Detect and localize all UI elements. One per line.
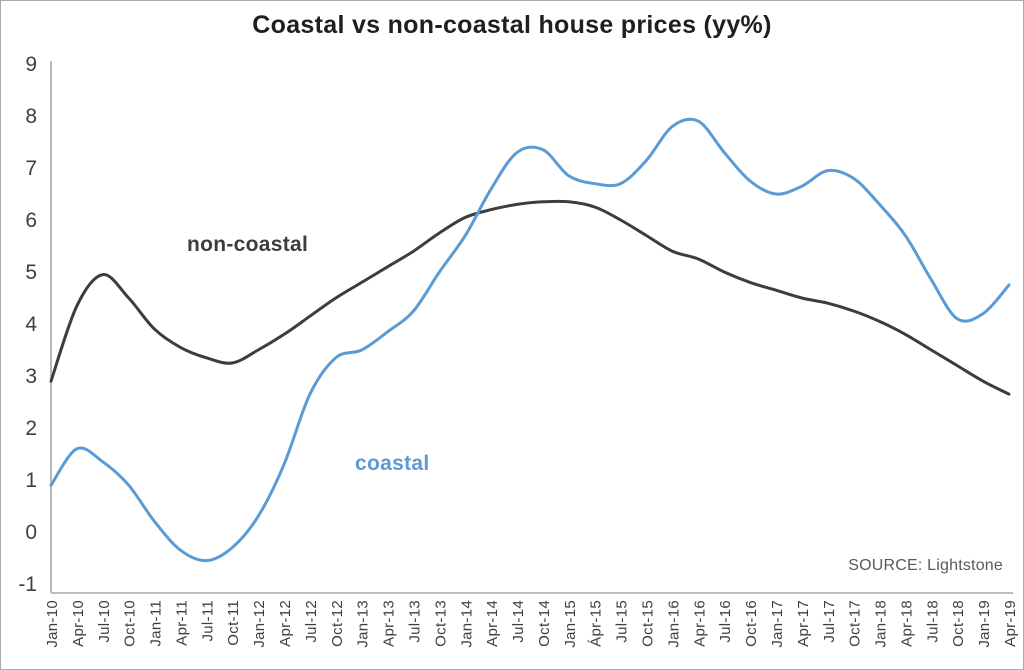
x-tick-label: Jul-10 — [96, 600, 113, 643]
coastal-line — [49, 117, 1011, 563]
x-tick-label: Apr-14 — [484, 600, 501, 647]
x-tick-label: Jul-15 — [614, 600, 631, 643]
chart-title: Coastal vs non-coastal house prices (yy%… — [252, 11, 772, 39]
x-tick-label: Jan-10 — [44, 600, 61, 648]
y-tick-label: 9 — [25, 53, 37, 76]
x-tick-label: Oct-15 — [640, 600, 657, 647]
x-tick-label: Apr-13 — [381, 600, 398, 647]
x-tick-label: Jul-12 — [303, 600, 320, 643]
x-tick-label: Jan-11 — [148, 600, 165, 647]
x-tick-label: Oct-16 — [743, 600, 760, 647]
x-tick-label: Apr-18 — [898, 600, 915, 647]
x-tick-label: Jan-12 — [251, 600, 268, 648]
y-tick-label: 2 — [25, 417, 37, 440]
y-tick-label: 8 — [25, 105, 37, 128]
x-tick-label: Jan-13 — [355, 600, 372, 648]
x-tick-label: Ápr-15 — [588, 600, 605, 647]
y-tick-label: 6 — [25, 209, 37, 232]
x-tick-label: Apr-11 — [173, 600, 190, 646]
y-tick-label: 3 — [25, 365, 37, 388]
y-tick-label: 5 — [25, 261, 37, 284]
x-tick-label: Oct-14 — [536, 600, 553, 647]
x-tick-label: Jan-18 — [873, 600, 890, 648]
y-tick-label: -1 — [18, 573, 37, 596]
x-tick-label: Oct-12 — [329, 600, 346, 647]
x-tick-label: Jul-17 — [821, 600, 838, 643]
y-tick-label: 7 — [25, 157, 37, 180]
x-tick-label: Oct-18 — [950, 600, 967, 647]
x-tick-label: Apr-10 — [70, 600, 87, 647]
series-label-coastal: coastal — [355, 452, 430, 475]
y-tick-label: 1 — [25, 469, 37, 492]
x-tick-label: Apr-12 — [277, 600, 294, 647]
x-tick-label: Oct-10 — [122, 600, 139, 647]
x-tick-label: Apr-17 — [795, 600, 812, 647]
x-tick-label: Jul-16 — [717, 600, 734, 643]
x-tick-label: Jan-16 — [665, 600, 682, 648]
x-tick-label: Oct-11 — [225, 600, 242, 646]
y-tick-label: 0 — [25, 521, 37, 544]
x-tick-label: Jul-14 — [510, 600, 527, 643]
x-tick-label: Jul-13 — [406, 600, 423, 643]
x-tick-label: Apr-16 — [691, 600, 708, 647]
x-tick-label: Jan-19 — [976, 600, 993, 648]
x-tick-label: Jul-11 — [199, 600, 216, 642]
x-tick-label: Oct-13 — [432, 600, 449, 647]
non-coastal-line — [49, 199, 1011, 396]
series-label-non-coastal: non-coastal — [187, 233, 309, 256]
x-tick-label: Apr-19 — [1002, 600, 1019, 647]
x-tick-label: Jan-15 — [562, 600, 579, 648]
x-tick-label: Jan-17 — [769, 600, 786, 648]
y-tick-label: 4 — [25, 313, 37, 336]
x-tick-label: Jan-14 — [458, 600, 475, 648]
x-tick-label: Oct-17 — [847, 600, 864, 647]
source-attribution: SOURCE: Lightstone — [848, 557, 1003, 574]
x-tick-label: Jul-18 — [924, 600, 941, 643]
